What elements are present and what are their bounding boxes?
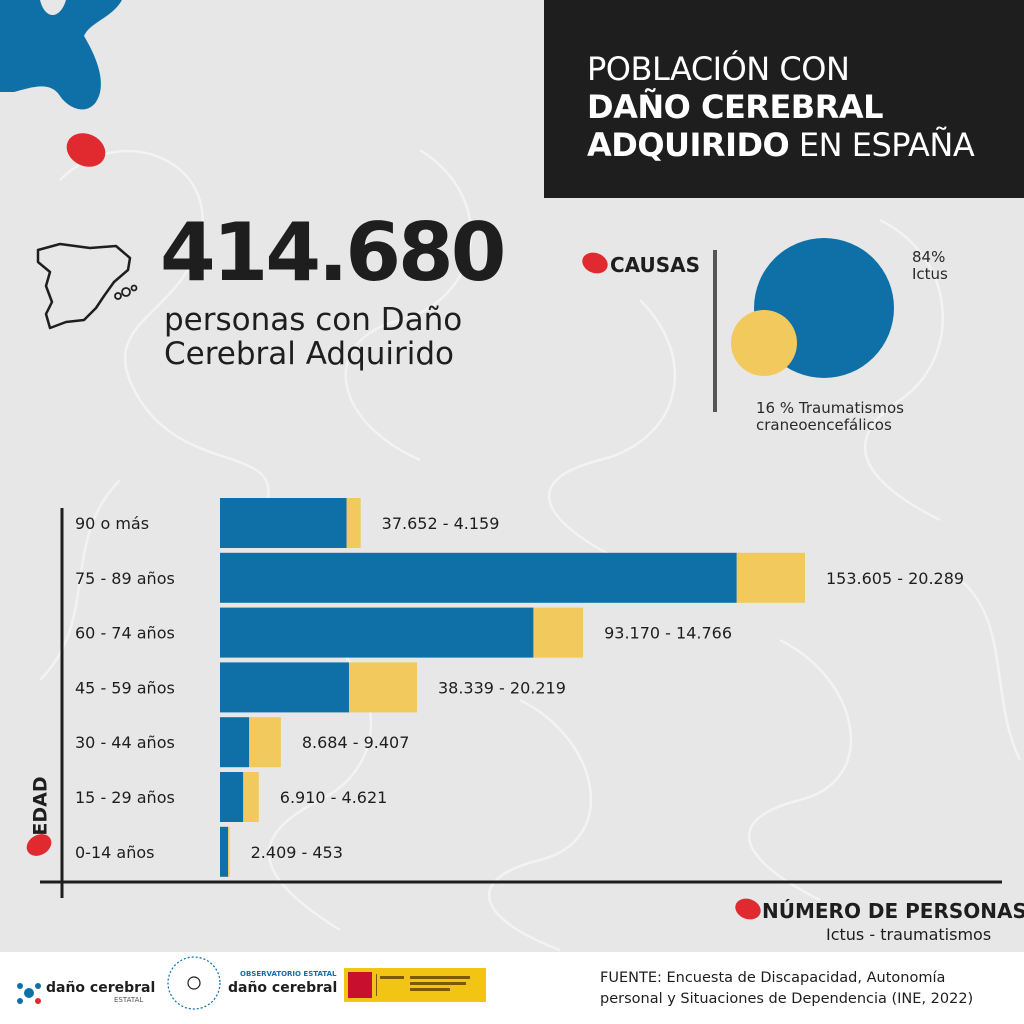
category-label: 30 - 44 años bbox=[75, 733, 175, 752]
x-axis-title: NÚMERO DE PERSONAS bbox=[762, 899, 1024, 923]
dce-logo-sub: ESTATAL bbox=[114, 996, 144, 1004]
title-line-2: DAÑO CEREBRAL bbox=[587, 88, 883, 126]
bar-ictus bbox=[220, 772, 244, 822]
ictus-pct: 84% bbox=[912, 248, 946, 266]
red-blob-icon bbox=[66, 133, 106, 167]
red-blob-icon bbox=[26, 834, 52, 856]
bar-trauma bbox=[348, 662, 417, 713]
bar-trauma bbox=[533, 607, 584, 658]
category-label: 60 - 74 años bbox=[75, 624, 175, 643]
bar-ictus bbox=[220, 826, 229, 877]
category-label: 45 - 59 años bbox=[75, 678, 175, 697]
category-label: 75 - 89 años bbox=[75, 569, 175, 588]
red-blob-icon bbox=[735, 898, 761, 920]
causes-bubble-chart bbox=[731, 238, 894, 378]
trauma-bubble bbox=[731, 310, 797, 376]
bar-trauma bbox=[243, 772, 259, 822]
trauma-label-1: 16 % Traumatismos bbox=[756, 399, 904, 417]
category-label: 15 - 29 años bbox=[75, 788, 175, 807]
causes-divider bbox=[713, 250, 717, 412]
category-label: 0-14 años bbox=[75, 843, 154, 862]
bar-ictus bbox=[220, 552, 737, 603]
obs-logo-line1: OBSERVATORIO ESTATAL bbox=[240, 970, 337, 978]
age-bar-chart: 90 o más 37.652 - 4.159 75 - 89 años 153.60… bbox=[40, 498, 1002, 898]
bar-ictus bbox=[220, 717, 250, 768]
ictus-label: Ictus bbox=[912, 265, 948, 283]
category-label: 90 o más bbox=[75, 514, 149, 533]
title-line-3: ADQUIRIDO EN ESPAÑA bbox=[587, 126, 975, 164]
government-logo bbox=[344, 968, 486, 1002]
data-label: 2.409 - 453 bbox=[251, 843, 343, 862]
dce-logo-icon bbox=[17, 983, 41, 1004]
brand-graphic bbox=[0, 0, 122, 167]
data-label: 153.605 - 20.289 bbox=[826, 569, 964, 588]
bar-trauma bbox=[736, 552, 805, 603]
trauma-label-2: craneoencefálicos bbox=[756, 416, 892, 434]
bar-trauma bbox=[228, 826, 230, 877]
bar-ictus bbox=[220, 607, 534, 658]
title-line-1: POBLACIÓN CON bbox=[587, 50, 850, 88]
bar-ictus bbox=[220, 662, 349, 713]
obs-logo-line2: daño cerebral bbox=[228, 980, 338, 996]
subtitle-line-1: personas con Daño bbox=[164, 302, 463, 338]
spain-map-icon bbox=[36, 242, 138, 330]
bar-trauma bbox=[249, 717, 281, 768]
data-label: 93.170 - 14.766 bbox=[604, 624, 732, 643]
observatory-logo-icon bbox=[167, 956, 221, 1010]
data-label: 38.339 - 20.219 bbox=[438, 678, 566, 697]
bar-trauma bbox=[346, 498, 361, 548]
data-label: 6.910 - 4.621 bbox=[280, 788, 388, 807]
data-label: 8.684 - 9.407 bbox=[302, 733, 410, 752]
subtitle-line-2: Cerebral Adquirido bbox=[164, 336, 455, 372]
source-note: FUENTE: Encuesta de Discapacidad, Autono… bbox=[600, 968, 973, 1010]
causes-label: CAUSAS bbox=[610, 253, 701, 277]
source-line-2: personal y Situaciones de Dependencia (I… bbox=[600, 991, 974, 1007]
title-line-3-rest: EN ESPAÑA bbox=[789, 126, 975, 164]
dce-logo-name: daño cerebral bbox=[46, 980, 156, 996]
data-label: 37.652 - 4.159 bbox=[382, 514, 500, 533]
y-axis-title: EDAD bbox=[29, 776, 52, 836]
footer bbox=[0, 952, 1024, 1024]
red-blob-icon bbox=[582, 252, 608, 274]
bar-ictus bbox=[220, 498, 347, 548]
title-line-3-bold: ADQUIRIDO bbox=[587, 126, 790, 164]
title-box: POBLACIÓN CON DAÑO CEREBRAL ADQUIRIDO EN… bbox=[544, 0, 1024, 198]
total-number: 414.680 bbox=[160, 206, 506, 299]
x-axis-subtitle: Ictus - traumatismos bbox=[826, 925, 992, 944]
source-line-1: FUENTE: Encuesta de Discapacidad, Autono… bbox=[600, 970, 946, 986]
